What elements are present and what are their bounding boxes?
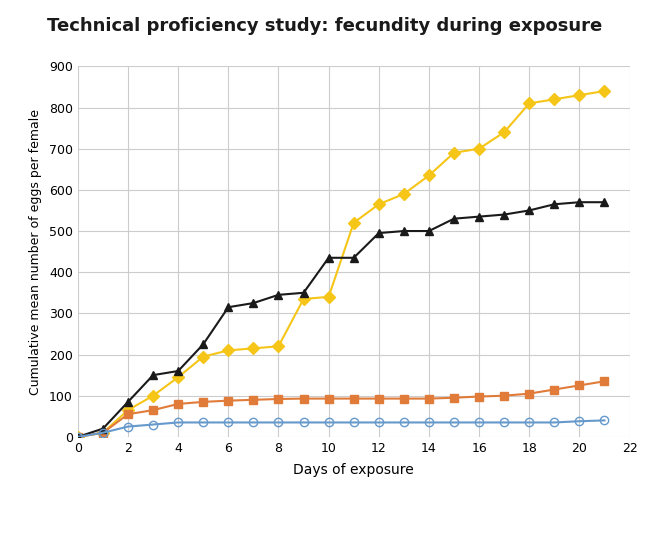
X-axis label: Days of exposure: Days of exposure — [293, 463, 414, 477]
Y-axis label: Cumulative mean number of eggs per female: Cumulative mean number of eggs per femal… — [29, 108, 42, 395]
Text: Technical proficiency study: fecundity during exposure: Technical proficiency study: fecundity d… — [47, 17, 602, 35]
